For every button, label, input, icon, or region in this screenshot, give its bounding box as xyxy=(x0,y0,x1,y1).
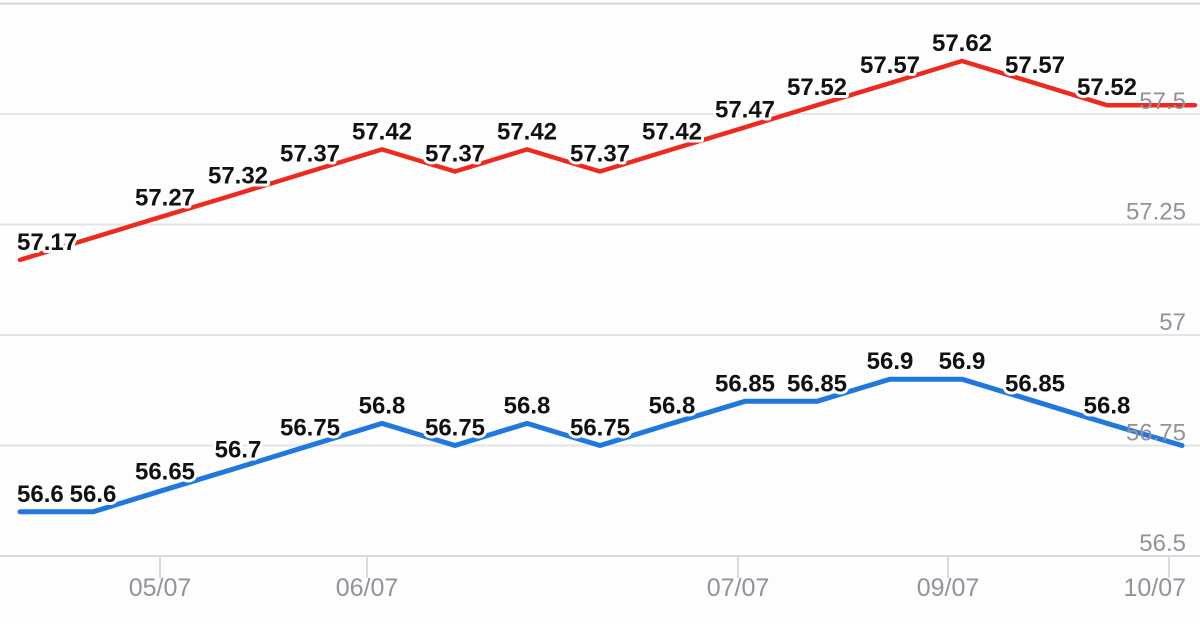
data-label: 56.75 xyxy=(280,415,340,442)
y-axis-label: 57.25 xyxy=(1126,199,1186,226)
x-axis-label: 10/07 xyxy=(1123,574,1186,602)
x-axis-label: 06/07 xyxy=(336,574,399,602)
x-axis-label: 05/07 xyxy=(129,574,192,602)
y-axis-label: 56.5 xyxy=(1139,530,1186,557)
data-label: 57.32 xyxy=(208,163,268,190)
data-label: 57.42 xyxy=(642,118,702,145)
data-label: 57.62 xyxy=(932,30,992,57)
data-label: 57.42 xyxy=(497,118,557,145)
lower-blue-line xyxy=(17,376,1185,515)
data-label: 56.9 xyxy=(939,348,986,375)
x-axis-label: 09/07 xyxy=(917,574,980,602)
data-label: 56.6 xyxy=(70,481,117,508)
y-axis-label: 57.5 xyxy=(1139,88,1186,115)
data-label: 56.8 xyxy=(504,392,551,419)
data-label: 56.7 xyxy=(215,437,262,464)
data-label: 56.8 xyxy=(649,392,696,419)
data-label: 57.52 xyxy=(787,74,847,101)
data-label: 57.37 xyxy=(570,140,630,167)
data-label: 56.85 xyxy=(1005,370,1065,397)
y-axis-label: 57 xyxy=(1159,309,1186,336)
data-label: 56.8 xyxy=(359,392,406,419)
data-label: 56.9 xyxy=(867,348,914,375)
y-axis-label: 56.75 xyxy=(1126,420,1186,447)
x-axis-label: 07/07 xyxy=(707,574,770,602)
data-label: 56.6 xyxy=(17,481,64,508)
data-label: 56.85 xyxy=(715,370,775,397)
data-label: 57.42 xyxy=(352,118,412,145)
data-label: 57.17 xyxy=(17,229,77,256)
data-label: 57.37 xyxy=(280,140,340,167)
data-label: 57.57 xyxy=(1005,52,1065,79)
data-label: 56.75 xyxy=(570,415,630,442)
data-label: 57.27 xyxy=(135,185,195,212)
data-label: 56.65 xyxy=(135,459,195,486)
data-label: 56.85 xyxy=(787,370,847,397)
data-label: 57.47 xyxy=(715,96,775,123)
data-label: 57.52 xyxy=(1077,74,1137,101)
data-label: 56.75 xyxy=(425,415,485,442)
data-label: 57.57 xyxy=(860,52,920,79)
upper-red-line xyxy=(17,58,1198,263)
data-label: 56.8 xyxy=(1084,392,1131,419)
data-label: 57.37 xyxy=(425,140,485,167)
